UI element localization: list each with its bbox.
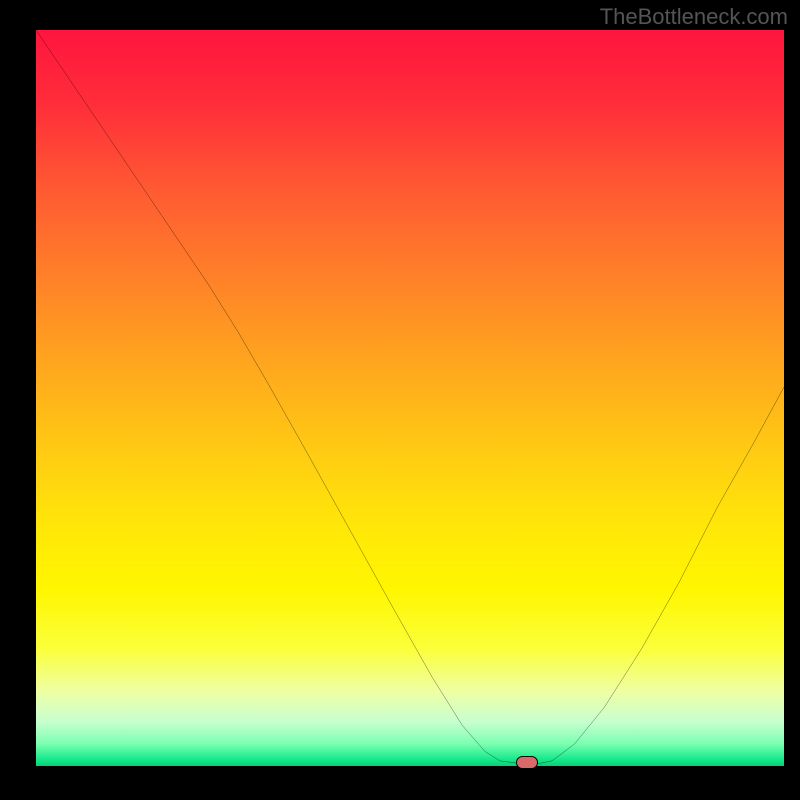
optimal-point-marker — [516, 756, 539, 770]
chart-frame: TheBottleneck.com — [0, 0, 800, 800]
watermark-text: TheBottleneck.com — [600, 4, 788, 30]
bottleneck-curve — [36, 30, 784, 766]
curve-path — [36, 30, 784, 764]
plot-area — [36, 30, 784, 766]
